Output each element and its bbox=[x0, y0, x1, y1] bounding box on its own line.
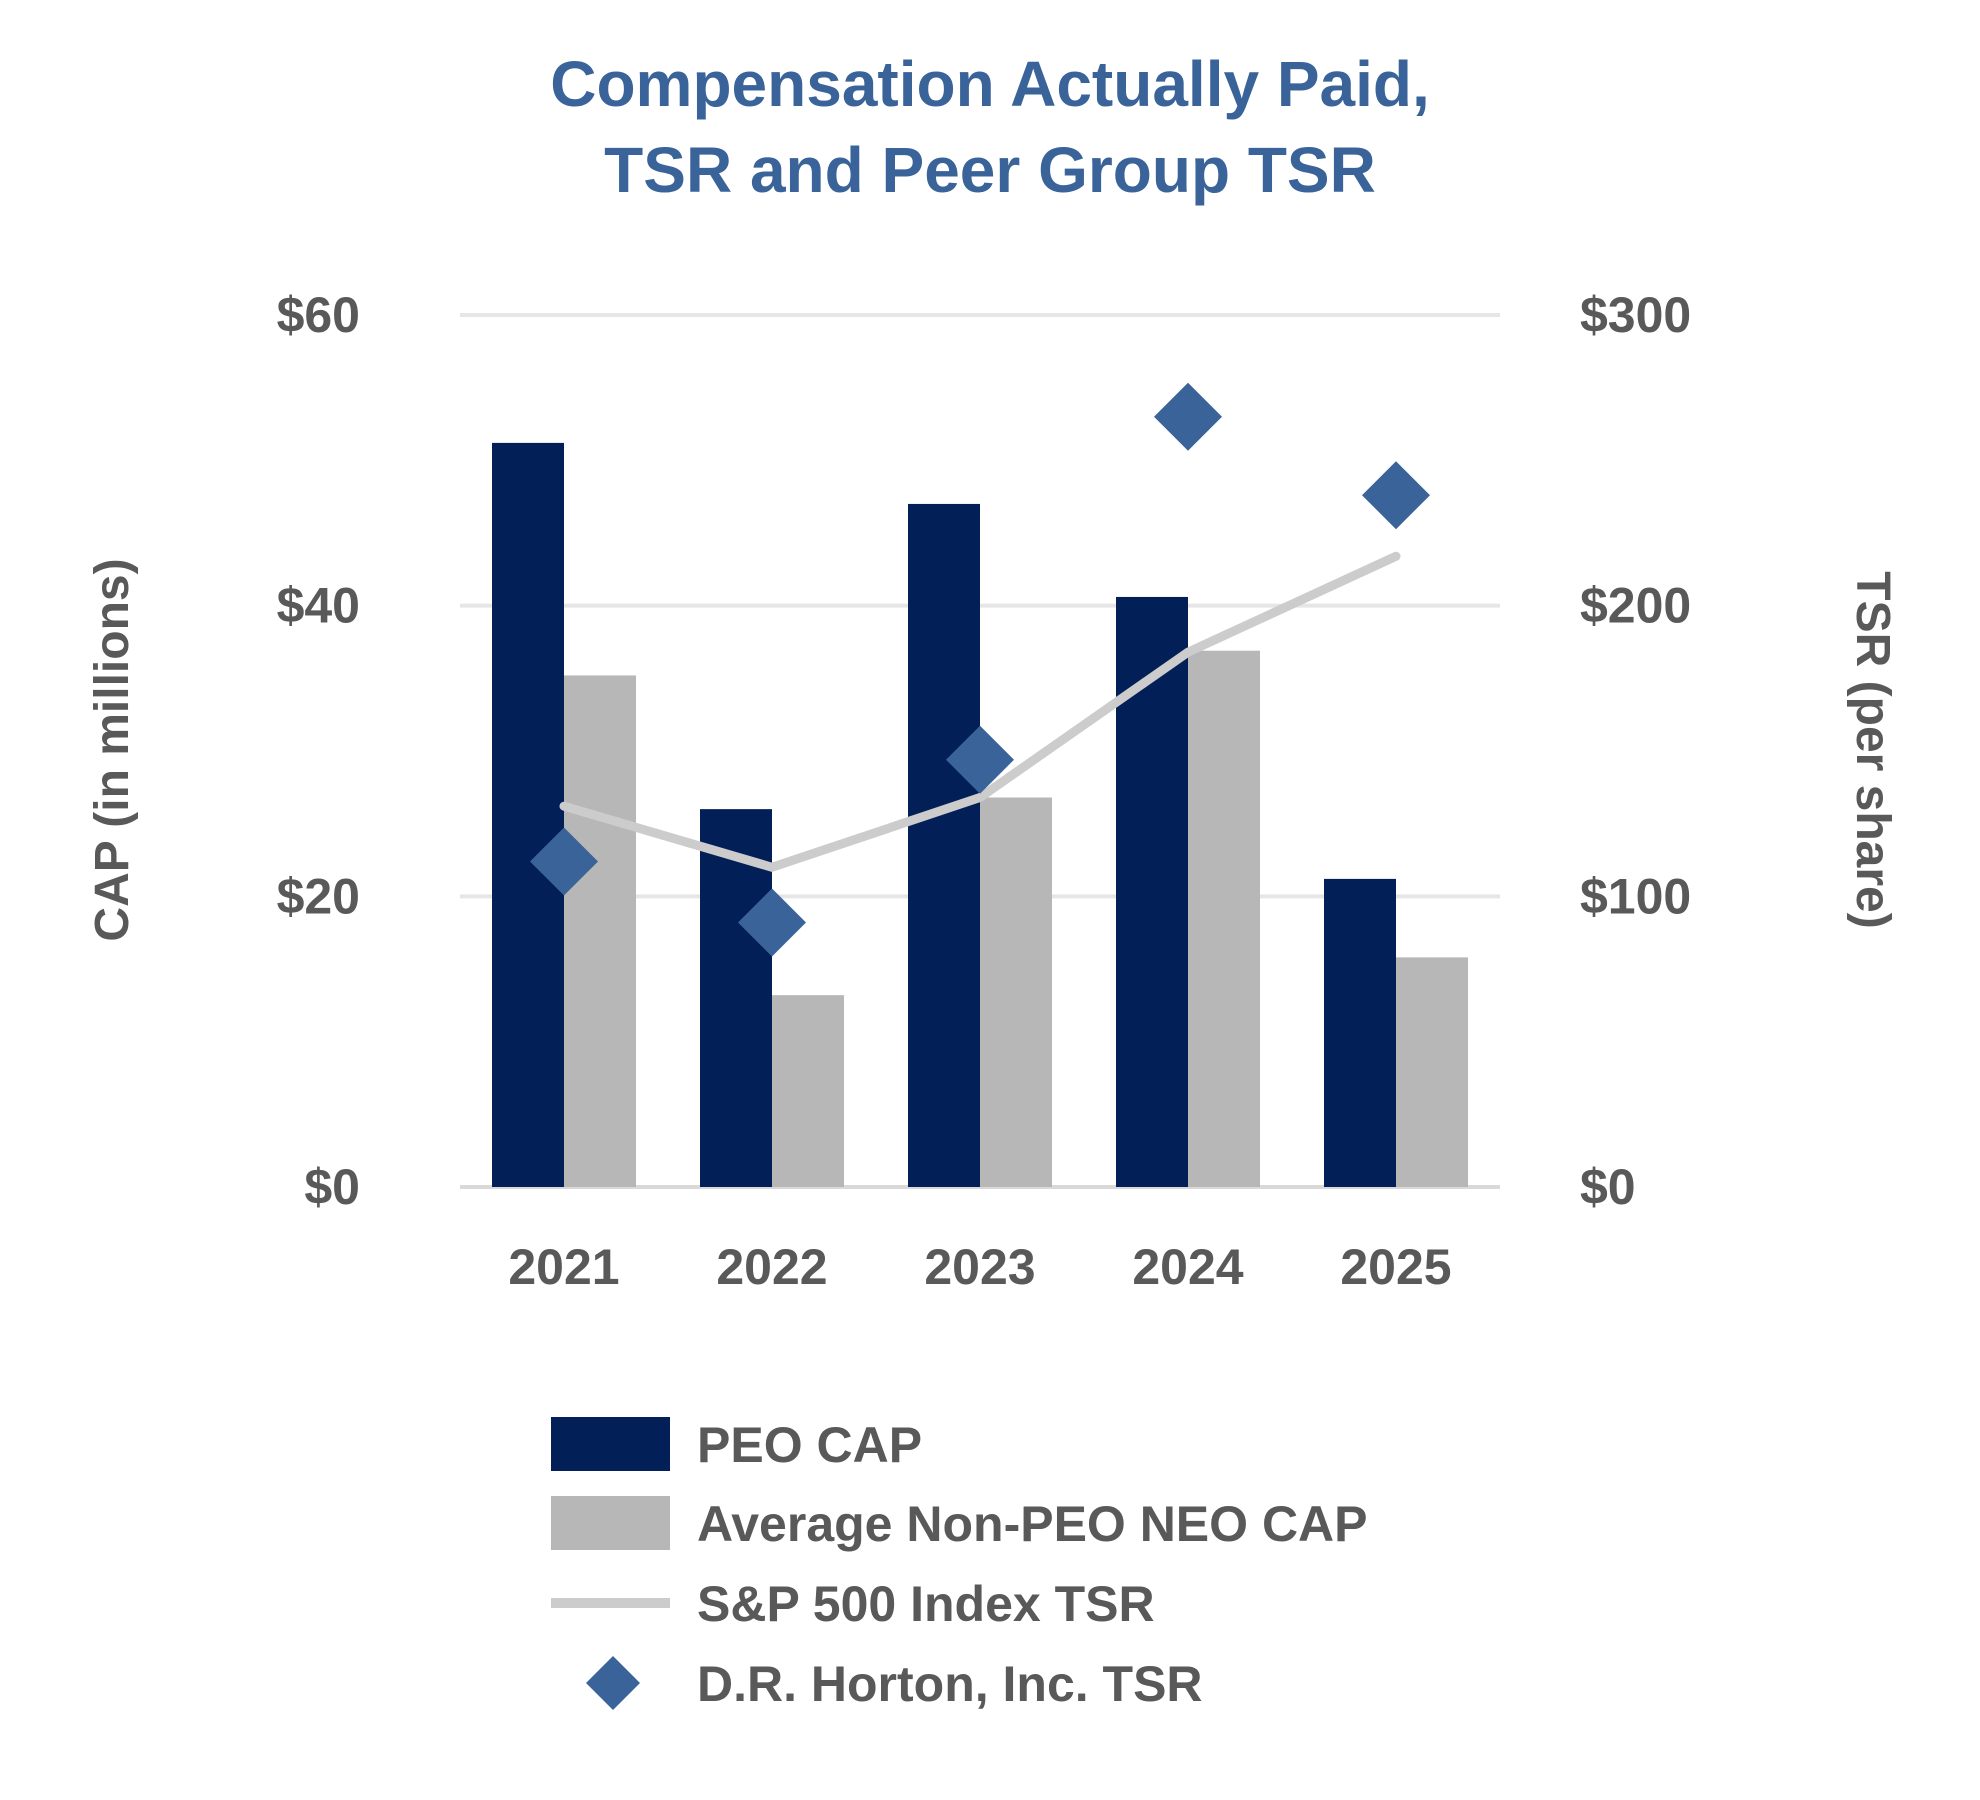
left-tick-label: $0 bbox=[304, 1159, 360, 1215]
neo-cap-bar bbox=[1188, 650, 1260, 1187]
dhi-tsr-marker bbox=[1362, 461, 1430, 530]
right-tick-label: $100 bbox=[1580, 868, 1691, 924]
x-tick-label: 2025 bbox=[1340, 1239, 1451, 1295]
sp500-tsr-line bbox=[559, 551, 1401, 872]
x-tick-label: 2021 bbox=[508, 1239, 619, 1295]
left-tick-label: $20 bbox=[277, 868, 360, 924]
legend-label: PEO CAP bbox=[697, 1417, 922, 1473]
neo-cap-bar bbox=[1396, 957, 1468, 1187]
neo-cap-bar bbox=[772, 995, 844, 1187]
peo-cap-bar bbox=[1324, 878, 1396, 1187]
legend: PEO CAP Average Non-PEO NEO CAP S&P 500 In… bbox=[551, 1417, 1368, 1712]
sp500-line-layer bbox=[559, 551, 1401, 872]
neo-cap-bar bbox=[980, 797, 1052, 1187]
left-axis-title: CAP (in millions) bbox=[86, 558, 139, 941]
dhi-tsr-marker bbox=[738, 888, 806, 957]
left-tick-label: $40 bbox=[277, 578, 360, 634]
legend-label: D.R. Horton, Inc. TSR bbox=[697, 1656, 1203, 1712]
left-axis-ticks: $0 $20 $40 $60 bbox=[277, 287, 360, 1215]
legend-swatch bbox=[551, 1417, 670, 1471]
right-axis-title: TSR (per share) bbox=[1846, 571, 1899, 928]
legend-swatch bbox=[586, 1656, 640, 1710]
peo-cap-bar bbox=[908, 503, 980, 1187]
right-axis-ticks: $0 $100 $200 $300 bbox=[1580, 287, 1691, 1215]
dhi-tsr-marker bbox=[946, 725, 1014, 794]
chart-title-line-1: Compensation Actually Paid, bbox=[550, 48, 1430, 120]
peo-cap-bar bbox=[492, 442, 564, 1188]
bars-layer bbox=[492, 442, 1468, 1188]
right-tick-label: $200 bbox=[1580, 578, 1691, 634]
peo-cap-bar bbox=[1116, 596, 1188, 1187]
dhi-tsr-marker bbox=[530, 827, 598, 896]
left-tick-label: $60 bbox=[277, 287, 360, 343]
x-axis-ticks: 2021 2022 2023 2024 2025 bbox=[508, 1239, 1451, 1295]
right-tick-label: $0 bbox=[1580, 1159, 1636, 1215]
tsr-markers-layer bbox=[530, 382, 1430, 957]
legend-swatch bbox=[551, 1496, 670, 1550]
dhi-tsr-marker bbox=[1154, 382, 1222, 451]
neo-cap-bar bbox=[564, 675, 636, 1187]
x-tick-label: 2024 bbox=[1132, 1239, 1243, 1295]
x-tick-label: 2023 bbox=[924, 1239, 1035, 1295]
legend-label: Average Non-PEO NEO CAP bbox=[697, 1496, 1368, 1552]
peo-cap-bar bbox=[700, 809, 772, 1187]
chart-title-line-2: TSR and Peer Group TSR bbox=[604, 134, 1376, 206]
legend-label: S&P 500 Index TSR bbox=[697, 1576, 1155, 1632]
right-tick-label: $300 bbox=[1580, 287, 1691, 343]
x-tick-label: 2022 bbox=[716, 1239, 827, 1295]
